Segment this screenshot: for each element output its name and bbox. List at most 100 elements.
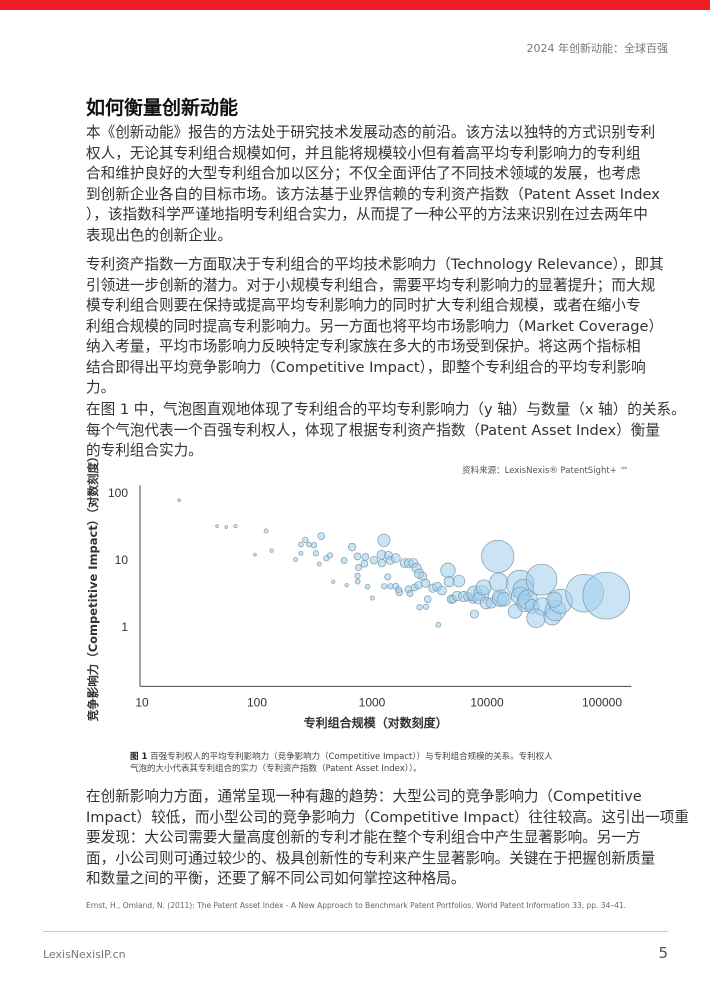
bubble-point xyxy=(224,525,228,529)
bubble-point xyxy=(263,528,269,534)
bubble-point xyxy=(364,583,371,590)
bubble-point xyxy=(316,561,322,567)
bubble-point xyxy=(360,559,369,568)
bubble-point xyxy=(326,552,334,559)
paragraph-line: 本《创新动能》报告的方法处于研究技术发展动态的前沿。该方法以独特的方式识别专利 xyxy=(86,124,656,141)
header-accent-bar xyxy=(0,0,710,10)
bubble-point xyxy=(369,595,375,601)
x-axis-title: 专利组合规模（对数刻度） xyxy=(304,715,448,730)
bubble-point xyxy=(298,550,304,556)
caption-text-2: 气泡的大小代表其专利组合的实力（专利资产指数（Patent Asset Inde… xyxy=(130,764,422,774)
paragraph-line: 合和维护良好的大型专利组合加以区分；不仅全面评估了不同技术领域的发展，也考虑 xyxy=(86,165,641,182)
bubble-point xyxy=(331,579,336,584)
bubble-point xyxy=(489,572,509,592)
bubble-point xyxy=(437,585,447,596)
bubble-point xyxy=(435,621,442,628)
bubble-point xyxy=(177,498,181,502)
bubble-point xyxy=(481,539,515,574)
bubble-point xyxy=(416,604,423,611)
section-title: 如何衡量创新动能 xyxy=(86,97,239,119)
reference-note: Ernst, H., Omland, N. (2011): The Patent… xyxy=(86,901,627,910)
bubble-point xyxy=(361,553,370,561)
x-tick-label: 10000 xyxy=(470,695,504,709)
footer-divider xyxy=(43,931,668,932)
paragraph-line: 力。 xyxy=(86,379,116,396)
running-title: 2024 年创新动能：全球百强 xyxy=(526,42,669,55)
bubble-point xyxy=(395,586,402,594)
paragraph-line: 在图 1 中，气泡图直观地体现了专利组合的平均专利影响力（y 轴）与数量（x 轴… xyxy=(86,401,686,418)
x-tick-label: 100 xyxy=(247,695,267,709)
bubble-point xyxy=(381,583,388,590)
bubble-point xyxy=(298,541,304,548)
bubble-point xyxy=(582,571,631,620)
x-tick-label: 10 xyxy=(135,695,149,709)
paragraph-line: 表现出色的创新企业。 xyxy=(86,226,232,244)
bubble-point xyxy=(269,548,274,553)
footer-site-link[interactable]: LexisNexisIP.cn xyxy=(43,948,126,961)
y-axis-title: 竞争影响力（Competitive Impact）（对数刻度） xyxy=(86,450,100,721)
bubble-point xyxy=(469,609,479,619)
bubble-point xyxy=(369,556,379,565)
bubble-point xyxy=(440,562,456,578)
bubble-point xyxy=(546,591,563,608)
paragraph-line: 面，小公司则可通过较少的、极具创新性的专利来产生显著影响。关键在于把握创新质量 xyxy=(86,849,656,867)
bubble-point xyxy=(452,574,466,588)
bubble-point xyxy=(310,542,318,549)
bubble-point xyxy=(377,558,387,568)
paragraph-line: 到创新企业各自的目标市场。该方法基于业界信赖的专利资产指数（Patent Ass… xyxy=(86,185,660,203)
paragraph-line: 专利资产指数一方面取决于专利组合的平均技术影响力（Technology Rele… xyxy=(86,256,664,273)
paragraph-figure-intro: 在图 1 中，气泡图直观地体现了专利组合的平均专利影响力（y 轴）与数量（x 轴… xyxy=(86,400,686,462)
bubble-point xyxy=(354,572,361,579)
bubble-point xyxy=(421,578,431,588)
bubble-point xyxy=(422,603,430,610)
y-tick-label: 10 xyxy=(115,553,129,567)
bubble-point xyxy=(377,533,391,547)
bubble-point xyxy=(344,583,349,588)
paragraph-line: 纳入考量，平均市场影响力反映特定专利家族在多大的市场受到保护。将这两个指标相 xyxy=(86,338,641,355)
paragraph-line: 的专利组合实力。 xyxy=(86,442,203,459)
bubble-point xyxy=(306,541,312,548)
figure-source: 资料来源：LexisNexis® PatentSight+ ™ xyxy=(462,466,628,476)
paragraph-line: 结合即得出平均竞争影响力（Competitive Impact），即整个专利组合… xyxy=(86,358,646,376)
bubble-point xyxy=(293,557,298,563)
paragraph-line: 要发现：大公司需要大量高度创新的专利才能在整个专利组合中产生显著影响。另一方 xyxy=(86,829,641,846)
bubble-point xyxy=(354,578,361,585)
paragraph-line: 每个气泡代表一个百强专利权人，体现了根据专利资产指数（Patent Asset … xyxy=(86,421,660,439)
bubble-point xyxy=(353,552,362,561)
bubble-point xyxy=(414,581,423,590)
paragraph-line: 和数量之间的平衡，还要了解不同公司如何掌控这种格局。 xyxy=(86,870,466,887)
y-tick-label: 100 xyxy=(108,486,128,500)
bubble-point xyxy=(215,524,219,528)
paragraph-patent-asset-index: 专利资产指数一方面取决于专利组合的平均技术影响力（Technology Rele… xyxy=(86,255,664,399)
bubble-point xyxy=(347,542,357,552)
figure-caption: 图 1 百强专利权人的平均专利影响力（竞争影响力（Competitive Imp… xyxy=(130,751,553,775)
paragraph-conclusion: 在创新影响力方面，通常呈现一种有趣的趋势：大型公司的竞争影响力（Competit… xyxy=(86,787,689,890)
caption-label: 图 1 xyxy=(130,752,148,762)
paragraph-line: 在创新影响力方面，通常呈现一种有趣的趋势：大型公司的竞争影响力（Competit… xyxy=(86,788,642,805)
bubble-point xyxy=(317,532,326,540)
bubble-point xyxy=(312,550,319,557)
bubble-point xyxy=(253,552,257,557)
bubble-point xyxy=(526,608,546,628)
paragraph-line: 引领进一步创新的潜力。对于小规模专利组合，需要平均专利影响力的显著提升；而大规 xyxy=(86,276,656,294)
bubble-point xyxy=(384,573,392,581)
paragraph-line: 模专利组合则要在保持或提高平均专利影响力的同时扩大专利组合规模，或者在缩小专 xyxy=(86,297,641,314)
bubble-point xyxy=(423,595,432,603)
paragraph-method: 本《创新动能》报告的方法处于研究技术发展动态的前沿。该方法以独特的方式识别专利权… xyxy=(86,123,660,246)
bubble-point xyxy=(525,563,558,596)
bubble-point xyxy=(302,536,309,543)
x-tick-label: 1000 xyxy=(359,695,386,709)
y-tick-label: 1 xyxy=(121,620,128,634)
caption-text-1: 百强专利权人的平均专利影响力（竞争影响力（Competitive Impact）… xyxy=(147,752,553,762)
x-tick-label: 100000 xyxy=(582,695,622,709)
bubble-point xyxy=(406,590,414,598)
paragraph-line: 权人，无论其专利组合规模如何，并且能将规模较小但有着高平均专利影响力的专利组 xyxy=(86,144,641,162)
bubble-point xyxy=(390,553,401,563)
bubble-point xyxy=(340,557,348,565)
paragraph-line: 利组合规模的同时提高专利影响力。另一方面也将平均市场影响力（Market Cov… xyxy=(86,317,664,335)
paragraph-line: Impact）较低，而小型公司的竞争影响力（Competitive Impact… xyxy=(86,808,689,826)
bubble-point xyxy=(475,579,492,596)
bubble-point xyxy=(496,591,512,607)
bubble-point xyxy=(355,564,363,572)
